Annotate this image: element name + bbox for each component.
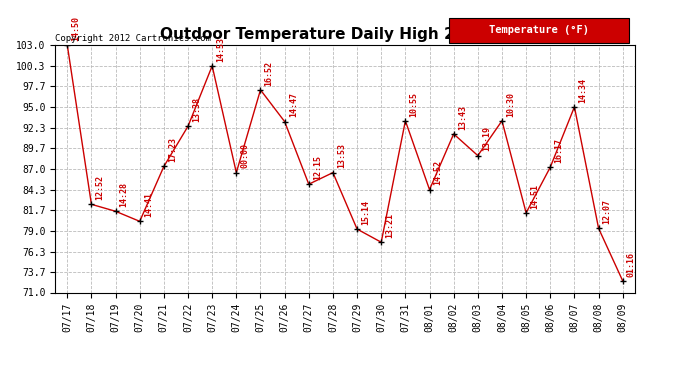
Text: 13:38: 13:38 bbox=[193, 97, 201, 122]
Text: 01:16: 01:16 bbox=[627, 252, 636, 277]
Text: 10:55: 10:55 bbox=[410, 92, 419, 117]
Text: 14:53: 14:53 bbox=[217, 37, 226, 62]
Title: Outdoor Temperature Daily High 20120810: Outdoor Temperature Daily High 20120810 bbox=[161, 27, 529, 42]
Text: 13:19: 13:19 bbox=[482, 126, 491, 152]
Text: 13:21: 13:21 bbox=[386, 213, 395, 238]
Text: Temperature (°F): Temperature (°F) bbox=[489, 25, 589, 35]
Text: 14:52: 14:52 bbox=[434, 160, 443, 186]
Text: 13:53: 13:53 bbox=[337, 144, 346, 168]
Text: 12:15: 12:15 bbox=[313, 155, 322, 180]
Text: 12:52: 12:52 bbox=[96, 175, 105, 200]
Text: 14:51: 14:51 bbox=[531, 184, 540, 209]
Text: 14:28: 14:28 bbox=[120, 182, 129, 207]
Text: 12:07: 12:07 bbox=[603, 199, 612, 224]
Text: 14:34: 14:34 bbox=[579, 78, 588, 103]
Text: 13:43: 13:43 bbox=[458, 105, 467, 130]
Text: 15:14: 15:14 bbox=[362, 200, 371, 225]
Text: 14:41: 14:41 bbox=[144, 192, 153, 217]
Text: 10:30: 10:30 bbox=[506, 92, 515, 117]
Text: 16:52: 16:52 bbox=[265, 61, 274, 86]
FancyBboxPatch shape bbox=[449, 18, 629, 42]
Text: Copyright 2012 Cartronics.com: Copyright 2012 Cartronics.com bbox=[55, 33, 211, 42]
Text: 14:47: 14:47 bbox=[289, 92, 298, 117]
Text: 00:00: 00:00 bbox=[241, 144, 250, 168]
Text: 17:23: 17:23 bbox=[168, 137, 177, 162]
Text: 14:50: 14:50 bbox=[72, 16, 81, 41]
Text: 16:17: 16:17 bbox=[555, 138, 564, 163]
